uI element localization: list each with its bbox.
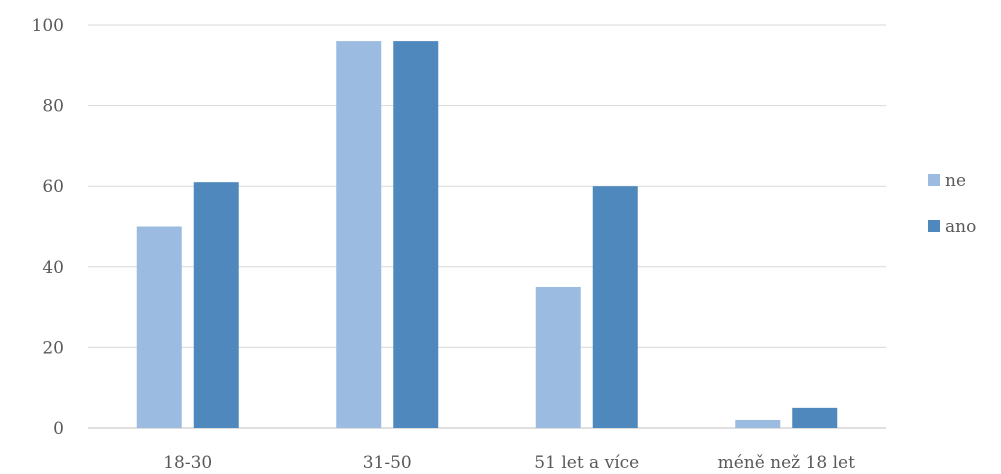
bars [136, 41, 838, 429]
y-tick-label: 80 [42, 97, 64, 117]
bar-ne-3 [735, 419, 781, 428]
x-tick-label: méně než 18 let [718, 453, 855, 473]
x-tick-label: 51 let a více [534, 453, 639, 473]
bar-ano-1 [393, 41, 439, 429]
y-axis-tick-labels: 0 20 40 60 80 100 [32, 16, 64, 439]
y-tick-label: 100 [32, 16, 64, 36]
y-tick-label: 20 [42, 338, 64, 358]
legend-label-ne: ne [945, 171, 966, 191]
bar-ne-1 [336, 41, 382, 429]
bar-ne-0 [136, 226, 182, 428]
bar-ano-2 [592, 186, 638, 428]
bar-ne-2 [535, 286, 581, 428]
y-tick-label: 0 [53, 419, 64, 439]
legend: ne ano [928, 171, 976, 237]
x-axis-tick-labels: 18-30 31-50 51 let a více méně než 18 let [163, 453, 855, 473]
x-tick-label: 31-50 [363, 453, 412, 473]
legend-swatch-ne [928, 174, 940, 186]
y-tick-label: 60 [42, 177, 64, 197]
bar-ano-0 [193, 182, 239, 428]
y-tick-label: 40 [42, 258, 64, 278]
legend-swatch-ano [928, 220, 940, 232]
x-tick-label: 18-30 [163, 453, 212, 473]
legend-label-ano: ano [945, 217, 976, 237]
bar-ano-3 [792, 407, 838, 428]
